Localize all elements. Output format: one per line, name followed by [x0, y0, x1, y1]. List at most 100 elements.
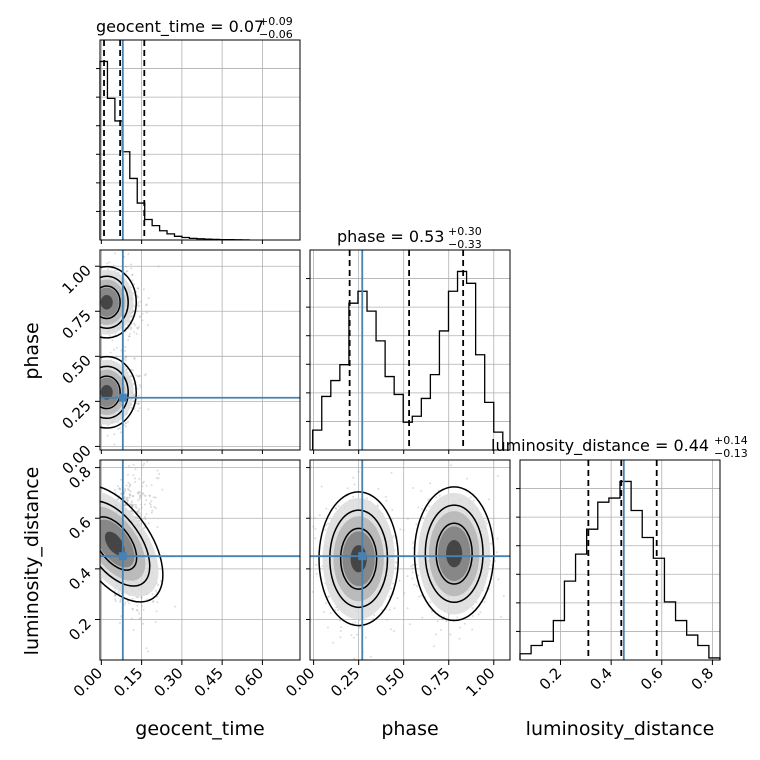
sample-point	[113, 590, 116, 592]
sample-point	[422, 516, 424, 519]
sample-point	[477, 613, 480, 616]
sample-point	[113, 433, 116, 436]
sample-point	[327, 595, 329, 598]
panel-content	[100, 460, 177, 653]
sample-point	[124, 601, 127, 604]
sample-point	[318, 514, 321, 517]
sample-point	[114, 491, 117, 494]
sample-point	[136, 296, 139, 299]
sample-point	[129, 504, 132, 507]
sample-point	[399, 528, 402, 531]
sample-point	[124, 504, 127, 507]
sample-point	[136, 609, 139, 612]
sample-point	[425, 509, 428, 512]
sample-point	[339, 619, 342, 622]
scatter-panel-luminosity_distance-vs-geocent_time	[99, 459, 301, 661]
sample-point	[148, 494, 151, 497]
sample-point	[337, 609, 339, 612]
hist-bar	[458, 271, 467, 450]
sample-point	[138, 495, 141, 497]
y-tick-label: 0.4	[65, 564, 95, 594]
sample-point	[357, 470, 360, 473]
sample-point	[440, 628, 443, 631]
sample-point	[449, 633, 452, 636]
sample-point	[131, 597, 134, 600]
hist-bar	[160, 231, 167, 240]
hist-bar	[467, 283, 476, 450]
sample-point	[138, 305, 140, 308]
sample-point	[113, 348, 116, 351]
sample-point	[150, 511, 153, 514]
sample-point	[493, 560, 496, 562]
sample-point	[135, 504, 138, 507]
contour-line	[100, 500, 151, 587]
xlabel-phase: phase	[381, 718, 438, 740]
sample-point	[339, 636, 342, 639]
sample-point	[117, 591, 120, 594]
sample-point	[128, 493, 131, 496]
density-region	[100, 294, 113, 310]
sample-point	[464, 622, 466, 625]
sample-point	[411, 563, 414, 566]
sample-point	[458, 637, 461, 640]
sample-point	[130, 501, 133, 504]
sample-point	[161, 488, 164, 491]
contour-line	[100, 484, 164, 603]
sample-point	[147, 650, 150, 653]
sample-point	[135, 510, 138, 513]
sample-point	[410, 565, 413, 568]
sample-point	[140, 596, 143, 599]
sample-point	[109, 351, 112, 354]
hist-bar	[653, 558, 664, 660]
sample-point	[500, 616, 503, 618]
sample-point	[130, 503, 133, 506]
sample-point	[311, 590, 314, 593]
density-region	[100, 385, 113, 400]
sample-point	[408, 623, 411, 626]
sample-point	[143, 462, 146, 465]
sample-point	[497, 578, 500, 581]
sample-point	[151, 509, 154, 512]
sample-point	[128, 485, 131, 488]
sample-point	[131, 504, 134, 507]
sample-point	[385, 618, 388, 621]
title-phase: phase = 0.53	[337, 227, 444, 246]
sample-point	[377, 487, 380, 490]
sample-point	[392, 630, 395, 633]
panel-border	[99, 459, 301, 661]
sample-point	[124, 349, 126, 352]
sample-point	[418, 595, 420, 598]
hist-bar	[421, 398, 430, 450]
title-luminosity-distance: luminosity_distance = 0.44	[491, 436, 709, 456]
sample-point	[475, 601, 478, 604]
sample-point	[132, 629, 135, 631]
sample-point	[124, 422, 127, 425]
sample-point	[353, 483, 356, 486]
sample-point	[417, 574, 420, 577]
sample-point	[130, 617, 133, 620]
sample-point	[124, 356, 127, 359]
sample-point	[108, 334, 111, 337]
y-tick-label: 0.50	[58, 351, 94, 387]
sample-point	[128, 464, 131, 467]
sample-point	[421, 616, 424, 619]
sample-point	[496, 537, 499, 540]
sample-point	[128, 335, 131, 338]
hist-bar	[564, 581, 575, 660]
sample-point	[376, 504, 379, 507]
sample-point	[145, 513, 148, 516]
sample-point	[142, 464, 145, 467]
sample-point	[484, 597, 487, 600]
sample-point	[131, 512, 134, 515]
sample-point	[132, 608, 134, 611]
sample-point	[138, 491, 141, 493]
sample-point	[445, 620, 448, 623]
sample-point	[125, 497, 128, 500]
sample-point	[429, 482, 432, 485]
sample-point	[138, 508, 141, 511]
sample-point	[130, 315, 133, 318]
sample-point	[141, 605, 144, 608]
sample-point	[136, 326, 139, 329]
sample-point	[114, 595, 117, 598]
sample-point	[391, 509, 394, 511]
